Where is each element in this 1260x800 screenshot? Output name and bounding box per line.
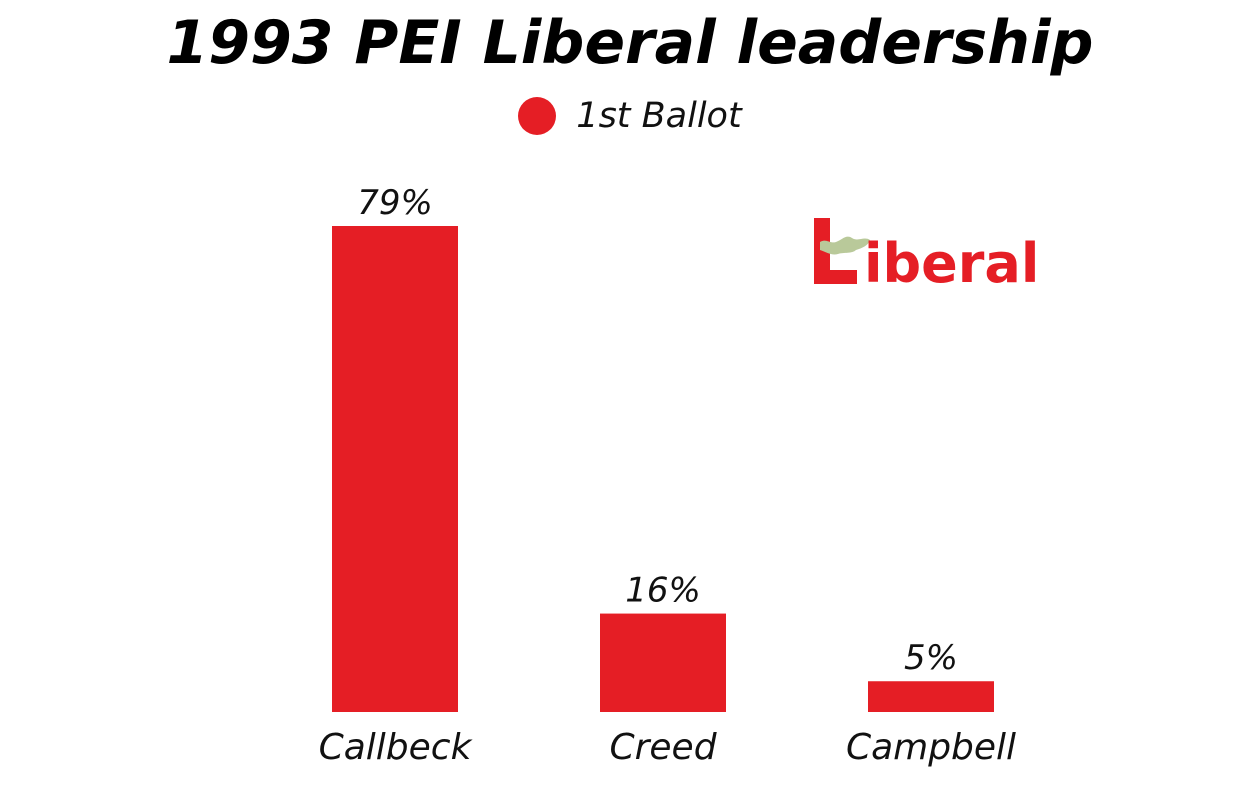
data-label-campbell: 5%	[904, 638, 958, 678]
chart-title: 1993 PEI Liberal leadership	[166, 8, 1094, 78]
legend-marker-icon	[518, 97, 557, 135]
x-tick-label-campbell: Campbell	[846, 727, 1016, 768]
liberal-logo: iberal	[814, 218, 1039, 288]
data-label-creed: 16%	[625, 571, 701, 611]
pei-map-icon	[820, 236, 870, 255]
x-tick-label-callbeck: Callbeck	[319, 727, 474, 768]
bar-callbeck	[332, 226, 458, 712]
legend: 1st Ballot	[0, 96, 1260, 136]
logo-text: iberal	[864, 232, 1039, 288]
bar-campbell	[868, 681, 994, 712]
data-label-callbeck: 79%	[357, 183, 433, 223]
logo-l-shape	[814, 218, 857, 284]
bar-creed	[600, 613, 726, 712]
legend-label: 1st Ballot	[576, 96, 742, 136]
x-tick-label-creed: Creed	[609, 727, 717, 768]
